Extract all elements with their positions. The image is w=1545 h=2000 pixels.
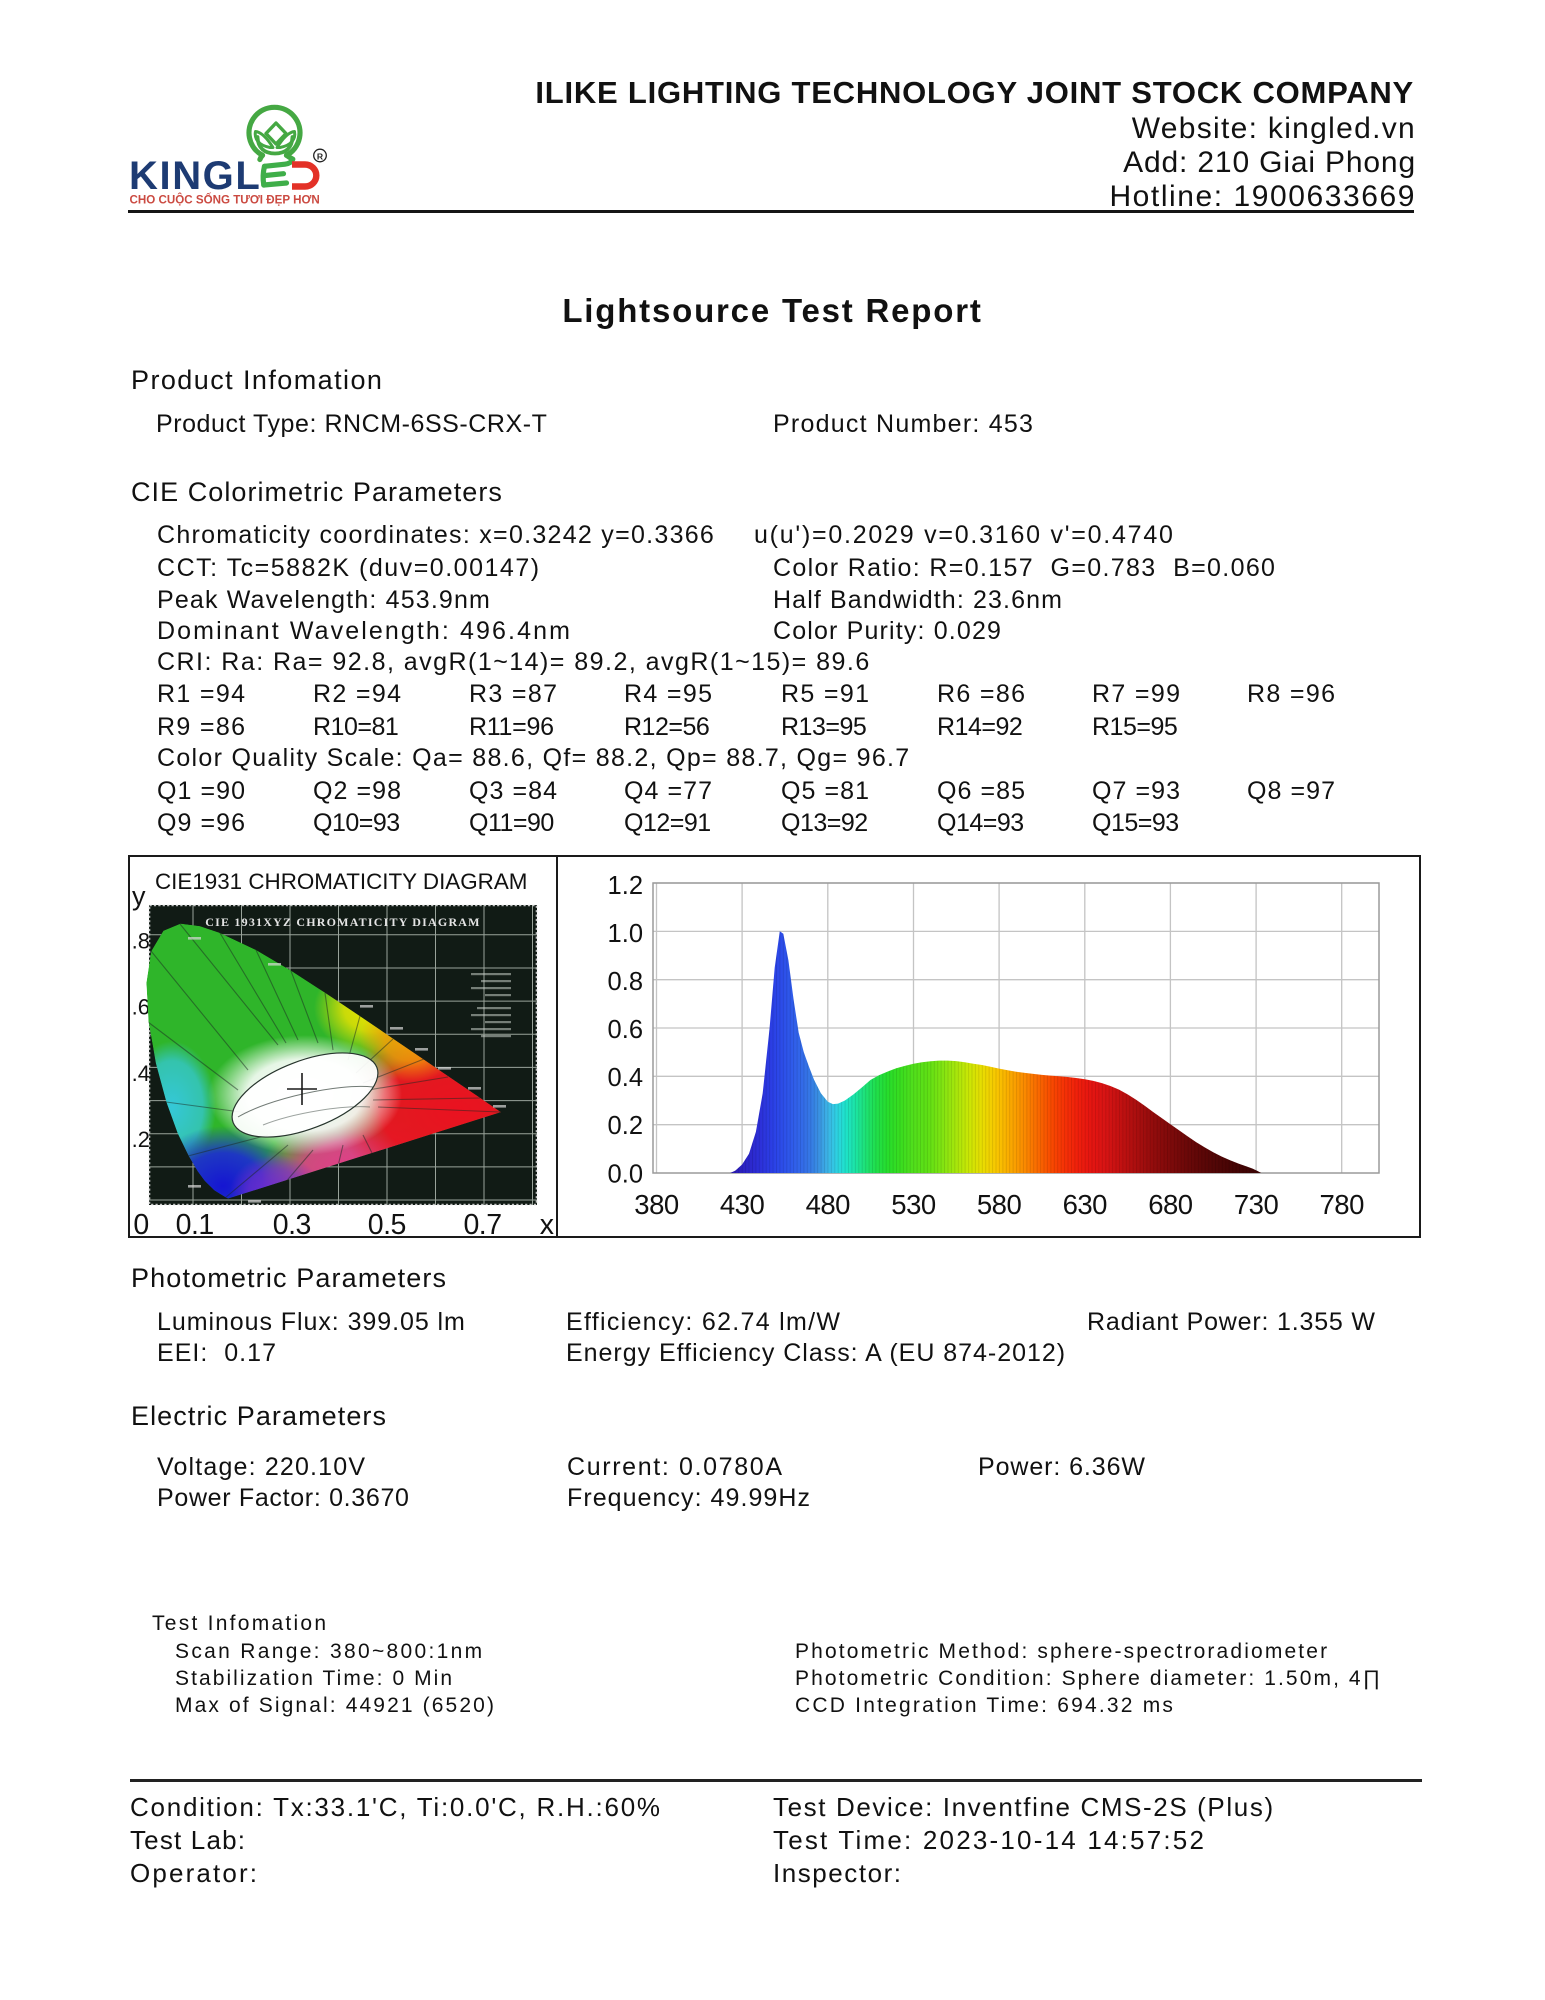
svg-text:1.0: 1.0: [608, 920, 643, 948]
svg-text:430: 430: [720, 1189, 765, 1220]
svg-text:.8: .8: [132, 928, 150, 953]
svg-text:.4: .4: [132, 1061, 150, 1086]
svg-text:0.5: 0.5: [368, 1209, 406, 1238]
svg-text:530: 530: [891, 1189, 936, 1220]
svg-text:0.0: 0.0: [608, 1160, 643, 1188]
svg-text:780: 780: [1320, 1189, 1365, 1220]
svg-text:R: R: [317, 152, 324, 162]
svg-text:CIE1931 CHROMATICITY DIAGRAM: CIE1931 CHROMATICITY DIAGRAM: [155, 869, 527, 894]
svg-text:y: y: [132, 881, 146, 911]
svg-text:580: 580: [977, 1189, 1022, 1220]
svg-text:CIE 1931XYZ CHROMATICITY DIA: CIE 1931XYZ CHROMATICITY DIAGRAM: [205, 915, 480, 929]
svg-text:0.8: 0.8: [608, 968, 643, 996]
svg-text:.2: .2: [132, 1127, 150, 1152]
svg-text:0.2: 0.2: [608, 1112, 643, 1140]
svg-text:.6: .6: [132, 995, 150, 1020]
svg-text:630: 630: [1063, 1189, 1108, 1220]
svg-text:0.3: 0.3: [273, 1209, 311, 1238]
svg-text:0.4: 0.4: [608, 1064, 643, 1092]
svg-text:0: 0: [133, 1209, 148, 1238]
svg-text:1.2: 1.2: [608, 872, 643, 900]
svg-text:730: 730: [1234, 1189, 1279, 1220]
svg-text:0.6: 0.6: [608, 1016, 643, 1044]
svg-text:0.1: 0.1: [176, 1209, 214, 1238]
svg-text:KINGL: KINGL: [129, 154, 261, 198]
svg-text:480: 480: [806, 1189, 851, 1220]
svg-text:0.7: 0.7: [463, 1209, 501, 1238]
svg-text:680: 680: [1148, 1189, 1193, 1220]
svg-text:380: 380: [634, 1189, 679, 1220]
svg-text:CHO CUỘC SỐNG TƯƠI ĐẸP HƠN: CHO CUỘC SỐNG TƯƠI ĐẸP HƠN: [130, 193, 320, 207]
svg-text:x: x: [540, 1209, 554, 1238]
